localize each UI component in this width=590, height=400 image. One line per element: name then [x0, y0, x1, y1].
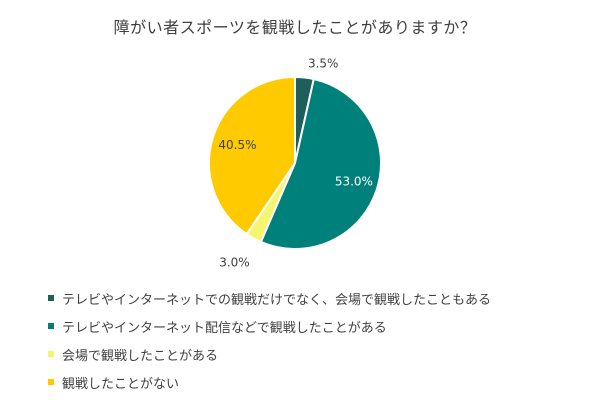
- data-label: 3.5%: [308, 56, 339, 70]
- data-label: 40.5%: [218, 138, 256, 152]
- pie-chart: 3.5% 53.0% 3.0% 40.5%: [208, 56, 382, 269]
- legend-swatch: [48, 295, 54, 301]
- legend-item: テレビやインターネットでの観戦だけでなく、会場で観戦したこともある: [48, 284, 491, 312]
- data-label: 3.0%: [219, 255, 250, 269]
- legend-item: 会場で観戦したことがある: [48, 340, 491, 368]
- chart-title: 障がい者スポーツを観戦したことがありますか？: [113, 18, 477, 37]
- legend-label: テレビやインターネットでの観戦だけでなく、会場で観戦したこともある: [62, 292, 492, 308]
- legend-label: 会場で観戦したことがある: [62, 348, 219, 364]
- legend-item: 観戦したことがない: [48, 368, 491, 396]
- legend-swatch: [48, 379, 54, 385]
- legend-label: テレビやインターネット配信などで観戦したことがある: [62, 320, 387, 336]
- legend-swatch: [48, 323, 54, 329]
- legend-label: 観戦したことがない: [62, 376, 180, 392]
- legend-item: テレビやインターネット配信などで観戦したことがある: [48, 312, 491, 340]
- legend: テレビやインターネットでの観戦だけでなく、会場で観戦したこともある テレビやイン…: [48, 284, 491, 396]
- pie-slice: [259, 77, 382, 250]
- pie-slice: [208, 75, 296, 236]
- data-label: 53.0%: [335, 175, 373, 189]
- legend-swatch: [48, 351, 54, 357]
